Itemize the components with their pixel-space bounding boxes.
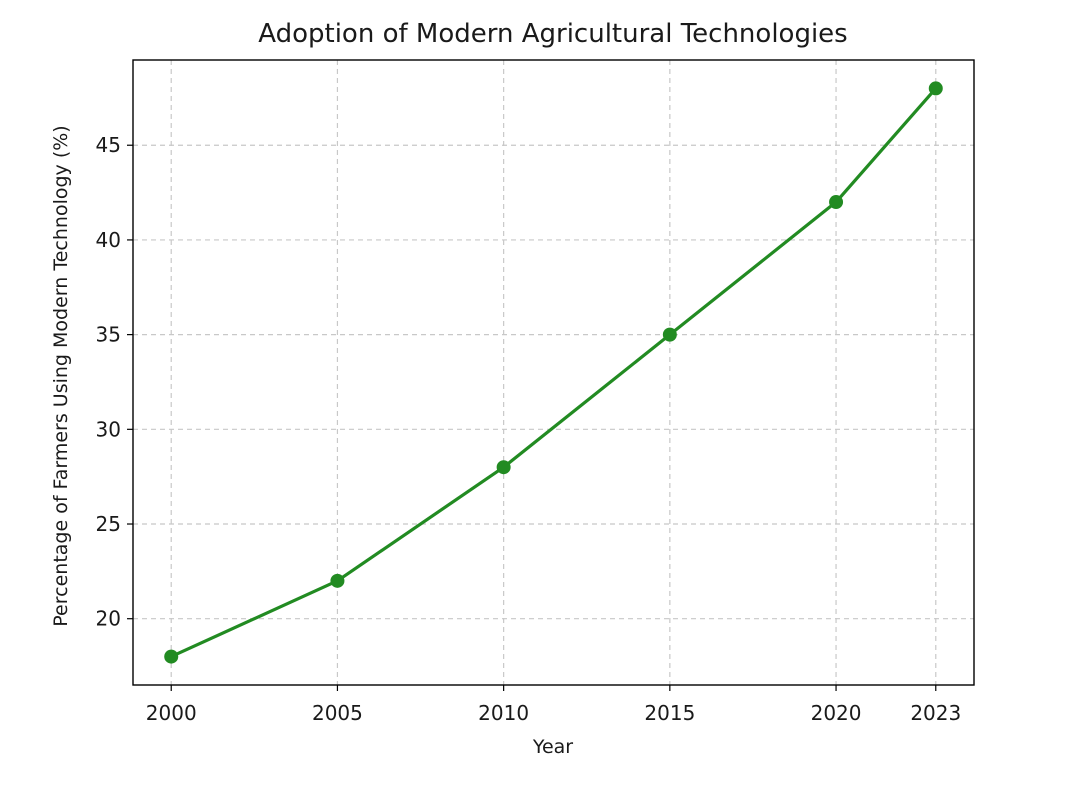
x-tick-label: 2023 — [910, 701, 961, 725]
data-point[interactable] — [496, 460, 511, 475]
data-point[interactable] — [928, 81, 943, 96]
x-tick-label: 2010 — [478, 701, 529, 725]
y-axis-label: Percentage of Farmers Using Modern Techn… — [50, 125, 72, 626]
data-point[interactable] — [662, 327, 677, 342]
y-tick-label: 40 — [96, 228, 121, 252]
data-point[interactable] — [164, 649, 179, 664]
data-point[interactable] — [829, 195, 844, 210]
x-tick-label: 2020 — [811, 701, 862, 725]
y-tick-label: 25 — [96, 512, 121, 536]
y-tick-label: 30 — [96, 417, 121, 441]
y-tick-label: 45 — [96, 133, 121, 157]
series-line — [169, 86, 938, 659]
chart-title: Adoption of Modern Agricultural Technolo… — [258, 19, 847, 49]
x-tick-label: 2005 — [312, 701, 363, 725]
plot-frame — [132, 59, 975, 686]
data-point[interactable] — [330, 573, 345, 588]
y-tick-label: 20 — [96, 607, 121, 631]
x-tick-label: 2000 — [146, 701, 197, 725]
series-layer — [164, 81, 943, 664]
grid-lines — [133, 60, 974, 685]
x-tick-label: 2015 — [644, 701, 695, 725]
y-tick-label: 35 — [96, 323, 121, 347]
axis-ticks: 2000 2005 2010 2015 2020 2023 20 25 30 35 40 45 — [96, 133, 962, 725]
x-axis-label: Year — [532, 736, 573, 758]
